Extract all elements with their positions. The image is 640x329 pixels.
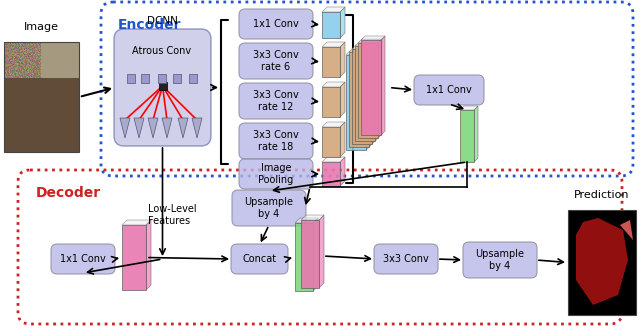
FancyBboxPatch shape <box>568 210 636 315</box>
Polygon shape <box>349 48 373 52</box>
FancyBboxPatch shape <box>239 83 313 119</box>
FancyBboxPatch shape <box>355 46 375 141</box>
Polygon shape <box>340 122 345 157</box>
Polygon shape <box>340 7 345 38</box>
Polygon shape <box>322 7 345 12</box>
FancyBboxPatch shape <box>361 40 381 135</box>
Polygon shape <box>178 118 188 138</box>
Polygon shape <box>322 122 345 127</box>
Polygon shape <box>361 36 385 40</box>
Polygon shape <box>322 42 345 47</box>
FancyBboxPatch shape <box>346 55 366 150</box>
Text: 1x1 Conv: 1x1 Conv <box>60 254 106 264</box>
Polygon shape <box>313 218 318 291</box>
Polygon shape <box>375 42 379 141</box>
FancyBboxPatch shape <box>414 75 484 105</box>
FancyBboxPatch shape <box>460 110 474 162</box>
Polygon shape <box>358 39 382 43</box>
Text: Image
Pooling: Image Pooling <box>259 163 294 185</box>
Text: DCNN: DCNN <box>147 16 177 26</box>
Polygon shape <box>381 36 385 135</box>
Polygon shape <box>369 48 373 147</box>
Polygon shape <box>322 157 345 162</box>
Polygon shape <box>474 106 478 162</box>
FancyBboxPatch shape <box>239 159 313 189</box>
Polygon shape <box>122 220 151 225</box>
Polygon shape <box>301 215 324 220</box>
FancyBboxPatch shape <box>374 244 438 274</box>
Text: Upsample
by 4: Upsample by 4 <box>476 249 525 271</box>
FancyBboxPatch shape <box>301 220 319 288</box>
Polygon shape <box>576 218 628 305</box>
Polygon shape <box>340 82 345 117</box>
Text: 1x1 Conv: 1x1 Conv <box>253 19 299 29</box>
FancyBboxPatch shape <box>159 82 166 90</box>
Text: 3x3 Conv
rate 12: 3x3 Conv rate 12 <box>253 90 299 112</box>
Polygon shape <box>355 42 379 46</box>
Text: 1x1 Conv: 1x1 Conv <box>426 85 472 95</box>
FancyBboxPatch shape <box>141 74 149 83</box>
Polygon shape <box>372 45 376 144</box>
FancyBboxPatch shape <box>189 74 197 83</box>
FancyBboxPatch shape <box>173 74 181 83</box>
FancyBboxPatch shape <box>349 52 369 147</box>
Polygon shape <box>148 118 158 138</box>
FancyBboxPatch shape <box>114 29 211 146</box>
Text: 3x3 Conv
rate 6: 3x3 Conv rate 6 <box>253 50 299 72</box>
FancyBboxPatch shape <box>122 225 146 290</box>
Text: Concat: Concat <box>243 254 276 264</box>
Polygon shape <box>340 157 345 186</box>
FancyBboxPatch shape <box>239 123 313 159</box>
FancyBboxPatch shape <box>232 190 306 226</box>
Polygon shape <box>295 218 318 223</box>
Text: Low-Level
Features: Low-Level Features <box>148 204 196 226</box>
Polygon shape <box>352 45 376 49</box>
FancyBboxPatch shape <box>239 9 313 39</box>
FancyBboxPatch shape <box>239 43 313 79</box>
FancyBboxPatch shape <box>463 242 537 278</box>
Text: Encoder: Encoder <box>118 18 182 32</box>
Text: Image: Image <box>24 22 58 32</box>
Polygon shape <box>366 51 370 150</box>
Polygon shape <box>620 220 633 240</box>
FancyBboxPatch shape <box>322 162 340 186</box>
Polygon shape <box>319 215 324 288</box>
FancyBboxPatch shape <box>231 244 288 274</box>
FancyBboxPatch shape <box>51 244 115 274</box>
FancyBboxPatch shape <box>158 74 166 83</box>
Polygon shape <box>340 42 345 77</box>
FancyBboxPatch shape <box>295 223 313 291</box>
Polygon shape <box>192 118 202 138</box>
Text: Prediction: Prediction <box>574 190 630 200</box>
Polygon shape <box>322 82 345 87</box>
FancyBboxPatch shape <box>352 49 372 144</box>
FancyBboxPatch shape <box>322 47 340 77</box>
Text: Atrous Conv: Atrous Conv <box>132 46 191 56</box>
Polygon shape <box>378 39 382 138</box>
Polygon shape <box>460 106 478 110</box>
FancyBboxPatch shape <box>322 127 340 157</box>
Polygon shape <box>346 51 370 55</box>
FancyBboxPatch shape <box>322 12 340 38</box>
Text: 3x3 Conv: 3x3 Conv <box>383 254 429 264</box>
Polygon shape <box>120 118 130 138</box>
Polygon shape <box>134 118 144 138</box>
Polygon shape <box>162 118 172 138</box>
FancyBboxPatch shape <box>127 74 135 83</box>
FancyBboxPatch shape <box>322 87 340 117</box>
Text: Upsample
by 4: Upsample by 4 <box>244 197 294 219</box>
Polygon shape <box>146 220 151 290</box>
FancyBboxPatch shape <box>358 43 378 138</box>
Text: Decoder: Decoder <box>36 186 101 200</box>
Text: 3x3 Conv
rate 18: 3x3 Conv rate 18 <box>253 130 299 152</box>
